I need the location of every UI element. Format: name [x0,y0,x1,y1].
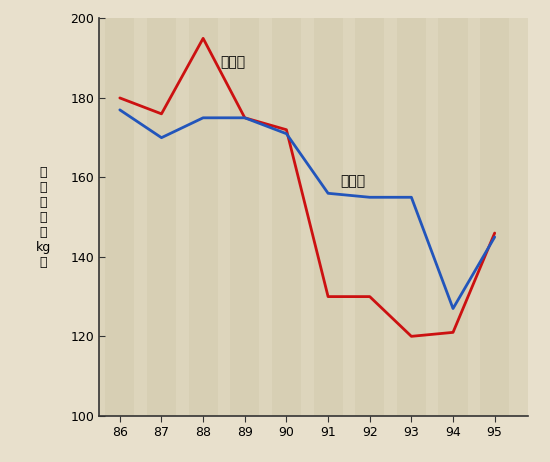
Bar [355,18,384,416]
Text: 上質紙: 上質紙 [220,55,245,69]
Bar [147,18,176,416]
Text: 中質紙: 中質紙 [340,174,366,188]
Bar [480,18,509,416]
Bar [438,18,468,416]
Bar [272,18,301,416]
Text: 価
格
（
円
／
kg
）: 価 格 （ 円 ／ kg ） [36,166,51,268]
Bar [314,18,343,416]
Bar [105,18,134,416]
Bar [230,18,260,416]
Bar [397,18,426,416]
Bar [189,18,218,416]
